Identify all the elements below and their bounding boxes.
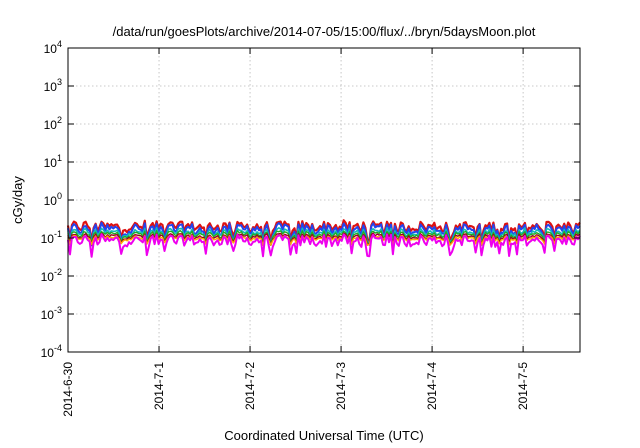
y-tick-label: 10-2	[41, 267, 62, 284]
y-tick-label: 101	[44, 153, 62, 170]
x-tick-label: 2014-7-1	[152, 362, 166, 410]
axis-ticks: 10-4 10-3 10-2 10-1 100 101 102 103 104 2014-6-30…	[41, 39, 580, 417]
y-tick-label: 10-3	[41, 305, 62, 322]
x-axis-label: Coordinated Universal Time (UTC)	[224, 428, 423, 443]
series-line-3	[67, 227, 581, 246]
y-tick-label: 10-4	[41, 343, 62, 360]
y-tick-label: 10-1	[41, 229, 62, 246]
x-tick-label: 2014-7-5	[516, 362, 530, 410]
x-tick-label: 2014-6-30	[61, 362, 75, 417]
series-group	[66, 219, 581, 258]
y-axis-label: cGy/day	[10, 176, 25, 224]
grid-lines	[68, 48, 580, 352]
y-tick-label: 102	[44, 115, 62, 132]
series-line-7	[67, 233, 581, 258]
x-tick-label: 2014-7-3	[334, 362, 348, 410]
y-tick-label: 100	[44, 191, 62, 208]
x-tick-label: 2014-7-2	[243, 362, 257, 410]
chart-title: /data/run/goesPlots/archive/2014-07-05/1…	[113, 24, 536, 39]
y-tick-label: 103	[44, 77, 62, 94]
x-tick-label: 2014-7-4	[425, 362, 439, 410]
y-tick-label: 104	[44, 39, 62, 56]
